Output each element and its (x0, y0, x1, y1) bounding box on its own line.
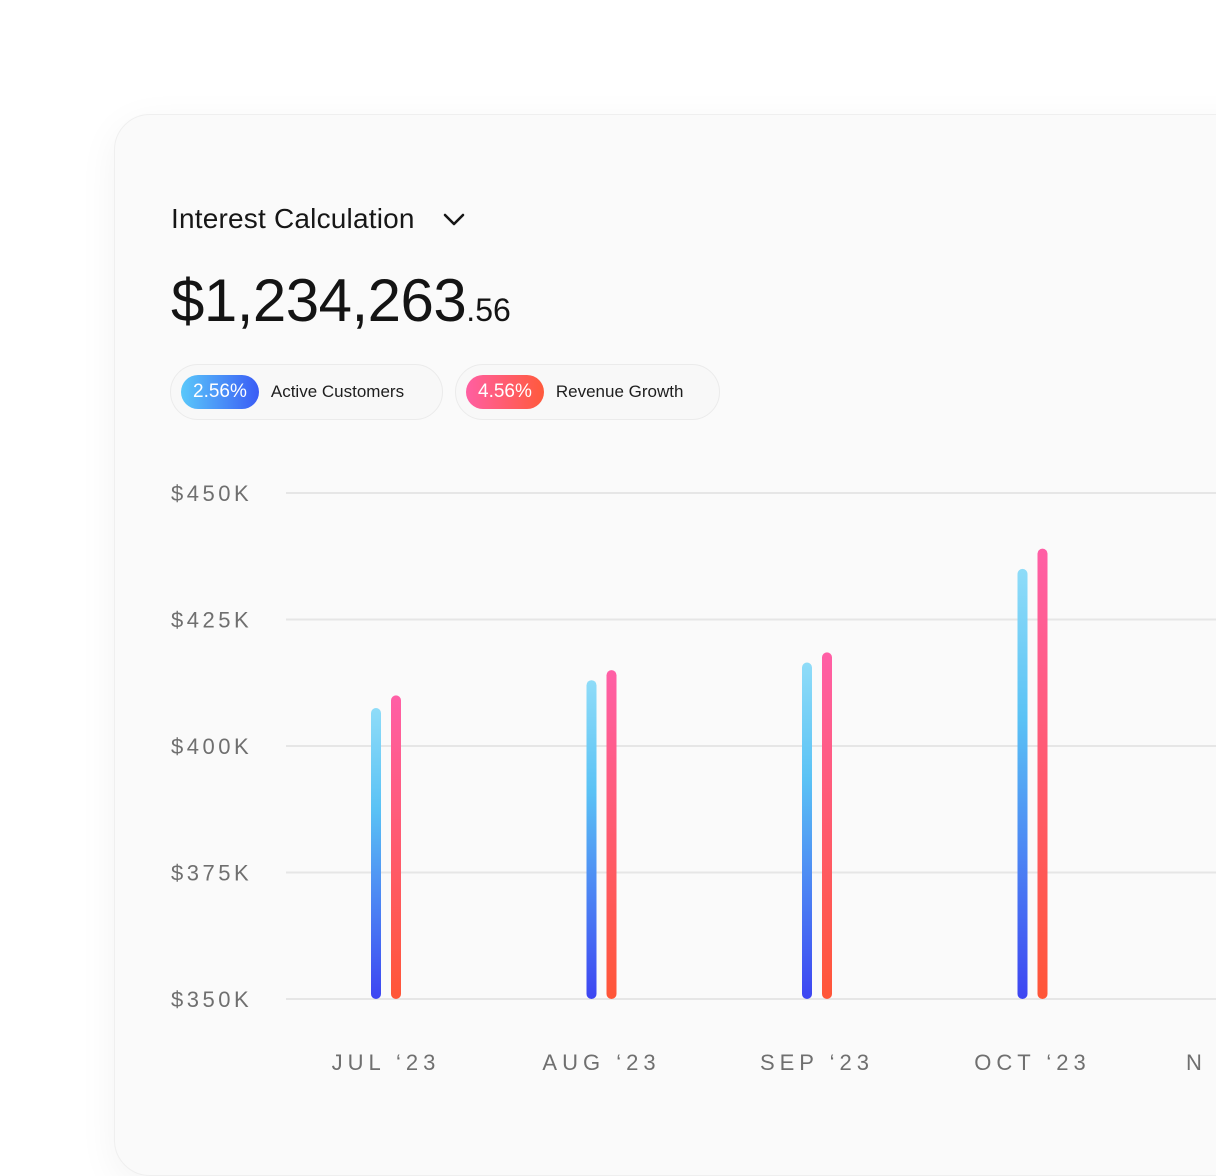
x-tick-label: OCT ‘23 (974, 1050, 1091, 1075)
total-amount-main: $1,234,263 (171, 267, 467, 334)
active-customers-label: Active Customers (270, 382, 405, 401)
active-customers-badge: 2.56% (181, 375, 259, 409)
bar-revenue-growth[interactable] (1037, 548, 1048, 999)
revenue-growth-label: Revenue Growth (555, 382, 684, 401)
total-amount: $1,234,263.56 (171, 266, 511, 335)
y-tick-label: $425K (171, 608, 252, 633)
x-tick-label: N (1186, 1050, 1207, 1075)
bar-revenue-growth[interactable] (391, 695, 401, 999)
total-amount-cents: .56 (466, 292, 511, 328)
y-tick-label: $350K (171, 987, 252, 1012)
y-tick-label: $375K (171, 861, 252, 886)
bar-revenue-growth[interactable] (606, 670, 617, 999)
y-tick-label: $450K (171, 481, 252, 506)
chevron-down-icon[interactable] (441, 206, 467, 232)
bar-chart: $450K $425K $400K $375K $350K JUL ‘23 AUG ‘23 S… (171, 481, 1216, 1075)
x-tick-label: JUL ‘23 (332, 1050, 441, 1075)
label-layer: $450K $425K $400K $375K $350K JUL ‘23 AUG ‘23 S… (171, 481, 1207, 1075)
bar-revenue-growth[interactable] (822, 652, 832, 999)
chart-title: Interest Calculation (171, 203, 415, 234)
active-customers-pill[interactable]: 2.56% Active Customers (170, 364, 443, 420)
x-tick-label: SEP ‘23 (760, 1050, 874, 1075)
bar-active-customers[interactable] (802, 662, 812, 999)
x-tick-label: AUG ‘23 (542, 1050, 660, 1075)
revenue-growth-badge: 4.56% (466, 375, 544, 409)
bar-layer (371, 548, 1048, 999)
revenue-growth-pill[interactable]: 4.56% Revenue Growth (455, 364, 720, 420)
y-tick-label: $400K (171, 734, 252, 759)
bar-active-customers[interactable] (586, 680, 597, 999)
bar-active-customers[interactable] (1017, 568, 1028, 999)
title-row[interactable]: Interest Calculation (171, 200, 467, 238)
bar-active-customers[interactable] (371, 708, 381, 999)
grid-layer (286, 492, 1216, 1000)
